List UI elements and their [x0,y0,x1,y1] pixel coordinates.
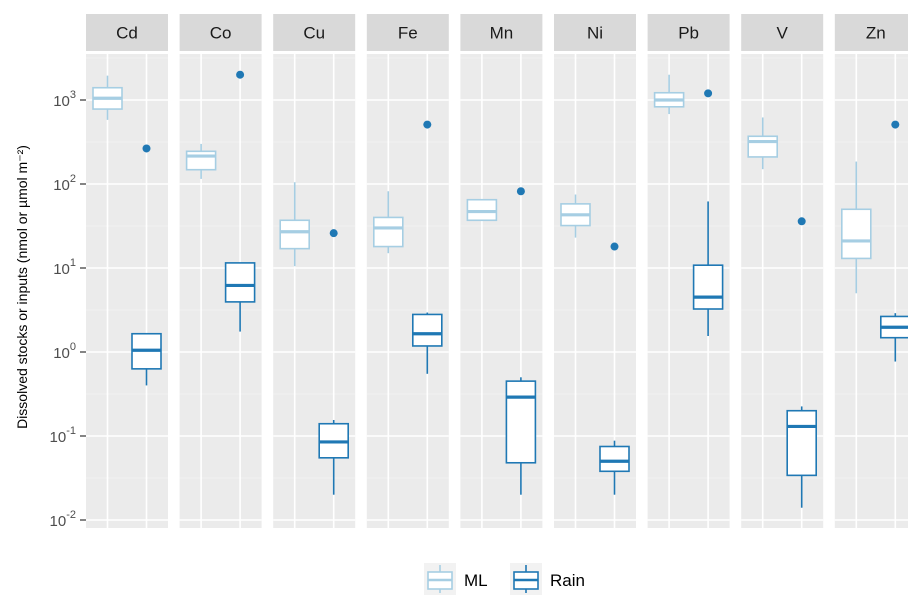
facet-strip [834,14,908,51]
box-ml-v [747,117,779,170]
facet-label: Co [210,24,232,43]
facet-panel-co: Co [179,14,262,528]
box-rain-mn [505,187,537,495]
facet-panel-cu: Cu [273,14,356,528]
facet-label: Zn [866,24,886,43]
facet-strip [741,14,824,51]
box-ml-pb [653,74,685,115]
box-rain-co [224,70,256,332]
facet-panel-fe: Fe [366,14,449,528]
box-ml-fe [372,191,404,254]
y-tick-label: 101 [53,257,76,278]
legend-item-rain: Rain [510,563,585,595]
box-body [505,380,537,464]
facet-strip [86,14,168,51]
box-body [786,409,818,477]
box-body [279,219,311,250]
y-tick-label: 103 [53,89,76,110]
outlier-point [236,70,245,79]
facet-panel-mn: Mn [460,14,543,528]
box-body [599,445,630,473]
outlier-point [891,120,900,129]
panel-background [86,54,168,528]
y-tick-label: 10-1 [50,425,76,446]
box-rain-fe [411,120,443,374]
facet-panel-pb: Pb [647,14,730,528]
y-tick-label: 100 [53,341,76,362]
legend-label: Rain [550,571,585,590]
outlier-point [142,144,151,153]
legend: ML Rain [424,563,585,595]
facet-label: Cu [303,24,325,43]
box-rain-ni [599,242,630,495]
box-ml-cu [279,182,311,267]
facet-panel-cd: Cd [86,14,168,528]
box-ml-mn [466,198,498,222]
facet-strip [273,14,356,51]
box-ml-co [185,143,217,179]
box-rain-v [786,217,818,508]
facet-panels: Cd Co Cu Fe Mn Ni Pb V Zn [86,14,908,528]
box-rain-zn [879,120,908,362]
outlier-point [329,229,338,238]
facet-strip [647,14,730,51]
outlier-point [423,120,432,129]
box-body [185,150,217,171]
box-rain-cu [318,229,350,495]
box-body [224,262,256,303]
box-ml-zn [840,161,872,294]
y-axis: 10-2 10-1 100 101 102 103 [50,89,86,530]
box-rain-pb [692,89,724,337]
facet-strip [460,14,543,51]
box-ml-ni [560,194,591,238]
facet-label: Pb [678,24,699,43]
outlier-point [704,89,713,98]
facet-strip [179,14,262,51]
facet-label: Mn [490,24,514,43]
box-rain-cd [131,144,162,386]
y-axis-title: Dissolved stocks or inputs (nmol or µmol… [14,145,30,429]
facet-panel-ni: Ni [554,14,636,528]
box-body [692,264,724,310]
facet-label: V [777,24,789,43]
box-body [747,135,779,158]
box-body [372,216,404,248]
facet-label: Fe [398,24,418,43]
box-ml-cd [92,75,123,120]
outlier-point [516,187,525,196]
legend-item-ml: ML [424,563,488,595]
facet-panel-zn: Zn [834,14,908,528]
facet-label: Cd [116,24,138,43]
outlier-point [797,217,806,226]
box-body [840,208,872,260]
facet-panel-v: V [741,14,824,528]
facet-label: Ni [587,24,603,43]
legend-label: ML [464,571,488,590]
facet-strip [554,14,636,51]
y-tick-label: 10-2 [50,509,76,530]
panel-background [366,54,449,528]
outlier-point [610,242,619,251]
box-body [411,313,443,347]
facet-strip [366,14,449,51]
y-tick-label: 102 [53,173,76,194]
